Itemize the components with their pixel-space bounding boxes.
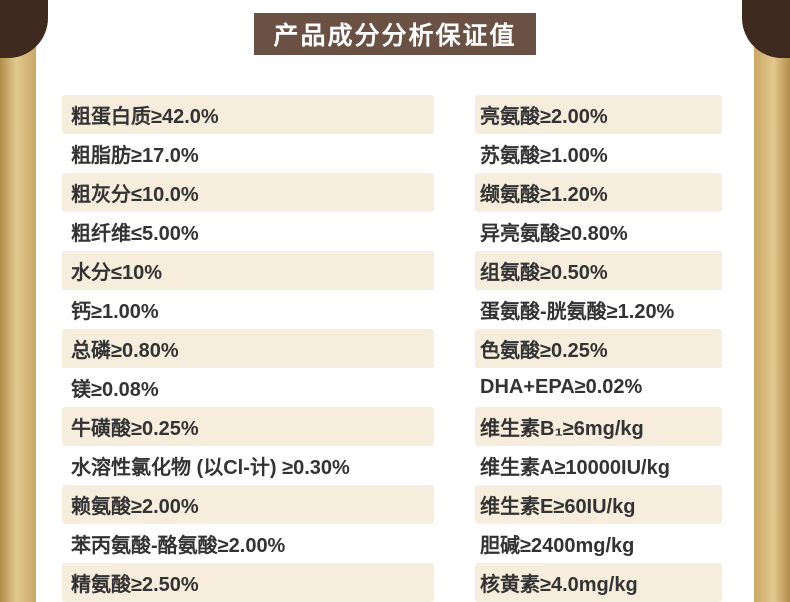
- table-row: 牛磺酸≥0.25% 维生素B₁≥6mg/kg: [36, 407, 754, 446]
- page-title: 产品成分分析保证值: [273, 22, 517, 50]
- gold-frame-left: [0, 0, 36, 602]
- nutrient-value: 缬氨酸≥1.20%: [475, 173, 722, 212]
- nutrient-value: 钙≥1.00%: [71, 301, 159, 323]
- nutrient-value: 精氨酸≥2.50%: [62, 563, 434, 602]
- nutrient-value: 牛磺酸≥0.25%: [62, 407, 434, 446]
- corner-decoration-left: [0, 0, 48, 58]
- table-row: 粗纤维≤5.00% 异亮氨酸≥0.80%: [36, 212, 754, 251]
- corner-decoration-right: [742, 0, 790, 58]
- nutrient-value: 色氨酸≥0.25%: [475, 329, 722, 368]
- nutrient-value: DHA+EPA≥0.02%: [480, 376, 643, 398]
- table-row: 镁≥0.08% DHA+EPA≥0.02%: [36, 368, 754, 407]
- nutrient-value: 胆碱≥2400mg/kg: [480, 535, 635, 557]
- table-row: 赖氨酸≥2.00% 维生素E≥60IU/kg: [36, 485, 754, 524]
- table-row: 苯丙氨酸-酪氨酸≥2.00% 胆碱≥2400mg/kg: [36, 524, 754, 563]
- table-row: 粗蛋白质≥42.0% 亮氨酸≥2.00%: [36, 95, 754, 134]
- nutrient-value: 蛋氨酸-胱氨酸≥1.20%: [480, 301, 675, 323]
- gold-frame-right: [754, 0, 790, 602]
- nutrient-value: 异亮氨酸≥0.80%: [480, 223, 628, 245]
- nutrient-value: 维生素B₁≥6mg/kg: [475, 407, 722, 446]
- table-row: 钙≥1.00% 蛋氨酸-胱氨酸≥1.20%: [36, 290, 754, 329]
- nutrient-value: 总磷≥0.80%: [62, 329, 434, 368]
- table-row: 水分≤10% 组氨酸≥0.50%: [36, 251, 754, 290]
- guaranteed-analysis-table: 粗蛋白质≥42.0% 亮氨酸≥2.00% 粗脂肪≥17.0% 苏氨酸≥1.00%…: [36, 95, 754, 602]
- nutrient-value: 维生素A≥10000IU/kg: [480, 457, 670, 479]
- header-banner: 产品成分分析保证值: [254, 13, 536, 55]
- nutrient-value: 粗纤维≤5.00%: [71, 223, 199, 245]
- table-row: 粗脂肪≥17.0% 苏氨酸≥1.00%: [36, 134, 754, 173]
- nutrient-value: 核黄素≥4.0mg/kg: [475, 563, 722, 602]
- nutrient-value: 镁≥0.08%: [71, 379, 159, 401]
- table-row: 粗灰分≤10.0% 缬氨酸≥1.20%: [36, 173, 754, 212]
- nutrient-value: 苏氨酸≥1.00%: [480, 145, 608, 167]
- nutrient-value: 水溶性氯化物 (以Cl-计) ≥0.30%: [71, 457, 350, 479]
- nutrient-value: 组氨酸≥0.50%: [475, 251, 722, 290]
- nutrient-value: 亮氨酸≥2.00%: [475, 95, 722, 134]
- nutrient-value: 水分≤10%: [62, 251, 434, 290]
- nutrient-value: 赖氨酸≥2.00%: [62, 485, 434, 524]
- nutrient-value: 粗灰分≤10.0%: [62, 173, 434, 212]
- nutrient-value: 粗脂肪≥17.0%: [71, 145, 199, 167]
- nutrient-value: 维生素E≥60IU/kg: [475, 485, 722, 524]
- table-row: 精氨酸≥2.50% 核黄素≥4.0mg/kg: [36, 563, 754, 602]
- table-row: 水溶性氯化物 (以Cl-计) ≥0.30% 维生素A≥10000IU/kg: [36, 446, 754, 485]
- nutrient-value: 粗蛋白质≥42.0%: [62, 95, 434, 134]
- nutrient-value: 苯丙氨酸-酪氨酸≥2.00%: [71, 535, 286, 557]
- table-row: 总磷≥0.80% 色氨酸≥0.25%: [36, 329, 754, 368]
